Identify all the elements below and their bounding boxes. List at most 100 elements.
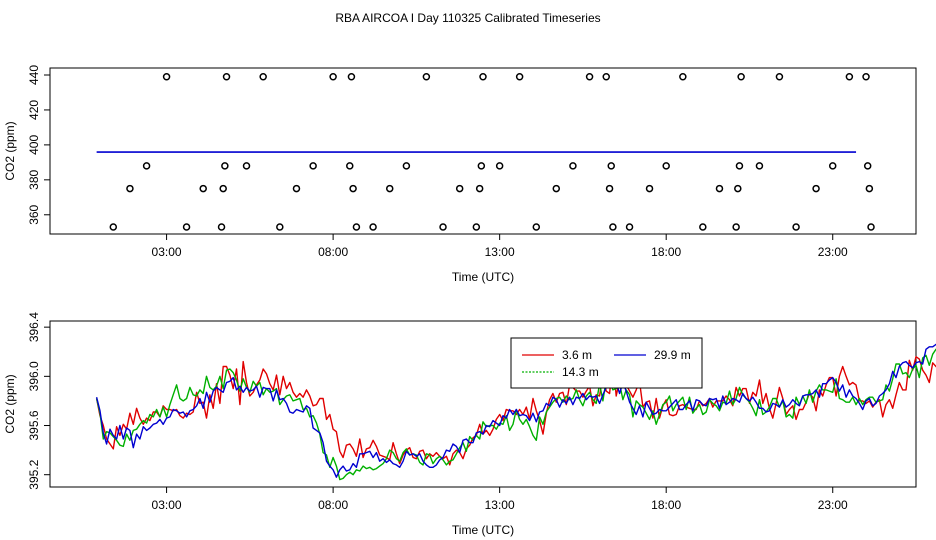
x-tick-label: 13:00 xyxy=(485,245,515,259)
x-tick-label: 03:00 xyxy=(152,498,182,512)
legend-label-3-6m: 3.6 m xyxy=(562,348,592,362)
plot-frame-top xyxy=(49,67,917,235)
data-point xyxy=(609,223,617,231)
data-point xyxy=(734,184,742,193)
x-tick-label: 13:00 xyxy=(485,498,515,512)
data-point xyxy=(863,162,872,170)
data-point xyxy=(515,72,524,81)
x-tick-label: 08:00 xyxy=(318,245,348,259)
plot-frame-bottom xyxy=(49,320,917,488)
data-point xyxy=(755,162,764,170)
data-point xyxy=(699,223,707,231)
legend-label-14-3m: 14.3 m xyxy=(562,365,599,379)
y-axis-bottom: 395.2 395.6 396.0 396.4 xyxy=(27,312,50,490)
data-point xyxy=(828,162,837,170)
data-point xyxy=(812,184,820,193)
data-point xyxy=(126,184,134,193)
y-axis-label-bottom: CO2 (ppm) xyxy=(3,374,17,433)
y-axis-top: 360 380 400 420 440 xyxy=(27,65,50,225)
y-tick-label: 396.0 xyxy=(27,361,41,391)
data-point xyxy=(439,223,447,231)
data-point xyxy=(259,72,267,81)
y-tick-label: 420 xyxy=(27,100,41,120)
legend-box xyxy=(510,337,703,389)
data-point xyxy=(472,223,481,231)
data-point xyxy=(867,223,875,231)
data-point xyxy=(349,184,357,193)
data-point xyxy=(242,162,251,170)
y-tick-label: 380 xyxy=(27,169,41,189)
data-point xyxy=(792,223,800,231)
data-point xyxy=(182,223,191,231)
data-point xyxy=(775,72,784,81)
data-point xyxy=(292,184,301,193)
data-point xyxy=(585,72,594,81)
x-axis-label-top: Time (UTC) xyxy=(452,270,514,284)
data-point xyxy=(479,72,487,81)
data-point xyxy=(732,223,740,231)
x-tick-label: 08:00 xyxy=(318,498,348,512)
data-point xyxy=(569,162,577,170)
data-point xyxy=(865,184,874,193)
data-point xyxy=(645,184,654,193)
data-point xyxy=(552,184,561,193)
data-point xyxy=(602,72,610,81)
data-point xyxy=(735,162,744,170)
y-tick-label: 400 xyxy=(27,135,41,155)
data-point xyxy=(162,72,171,81)
data-point xyxy=(402,162,411,170)
data-point xyxy=(309,162,317,170)
x-tick-label: 23:00 xyxy=(818,498,848,512)
x-tick-label: 18:00 xyxy=(651,498,681,512)
data-point xyxy=(329,72,337,81)
data-point xyxy=(219,184,227,193)
data-point xyxy=(475,184,484,193)
data-point xyxy=(369,223,377,231)
legend: 3.6 m 14.3 m 29.9 m xyxy=(510,337,703,389)
y-tick-label: 440 xyxy=(27,65,41,85)
data-point xyxy=(715,184,724,193)
data-point xyxy=(607,162,615,170)
x-tick-label: 03:00 xyxy=(152,245,182,259)
data-point xyxy=(495,162,504,170)
y-tick-label: 360 xyxy=(27,204,41,224)
data-point xyxy=(422,72,431,81)
data-point xyxy=(662,162,670,170)
data-point xyxy=(352,223,361,231)
data-point xyxy=(455,184,464,193)
data-point xyxy=(862,72,870,81)
data-point xyxy=(276,223,284,231)
series-line-3-6-m xyxy=(95,356,936,466)
x-tick-label: 18:00 xyxy=(651,245,681,259)
panel-top-timeseries: 03:00 08:00 13:00 18:00 23:00 360 380 400 420 44… xyxy=(3,65,917,284)
data-point xyxy=(385,184,394,193)
series-layer-bottom xyxy=(95,343,936,481)
data-point xyxy=(109,223,118,231)
x-axis-bottom: 03:00 08:00 13:00 18:00 23:00 xyxy=(152,487,848,512)
legend-label-29-9m: 29.9 m xyxy=(654,348,691,362)
data-point xyxy=(217,223,226,231)
data-point xyxy=(142,162,151,170)
data-point xyxy=(347,72,356,81)
x-tick-label: 23:00 xyxy=(818,245,848,259)
data-point xyxy=(221,162,229,170)
y-tick-label: 395.6 xyxy=(27,410,41,440)
panel-bottom-timeseries: 03:00 08:00 13:00 18:00 23:00 395.2 395.6 396.… xyxy=(3,312,936,537)
data-point xyxy=(679,72,687,81)
y-tick-label: 396.4 xyxy=(27,312,41,342)
data-point xyxy=(222,72,231,81)
data-point xyxy=(625,223,634,231)
chart-title: RBA AIRCOA I Day 110325 Calibrated Times… xyxy=(335,11,600,25)
series-line-29-9-m xyxy=(95,343,936,478)
data-point xyxy=(737,72,745,81)
data-point xyxy=(346,162,354,170)
points-layer-top xyxy=(109,72,875,231)
y-tick-label: 395.2 xyxy=(27,459,41,489)
x-axis-label-bottom: Time (UTC) xyxy=(452,523,514,537)
data-point xyxy=(845,72,854,81)
y-axis-label-top: CO2 (ppm) xyxy=(3,121,17,180)
data-point xyxy=(199,184,207,193)
data-point xyxy=(605,184,614,193)
data-point xyxy=(477,162,486,170)
